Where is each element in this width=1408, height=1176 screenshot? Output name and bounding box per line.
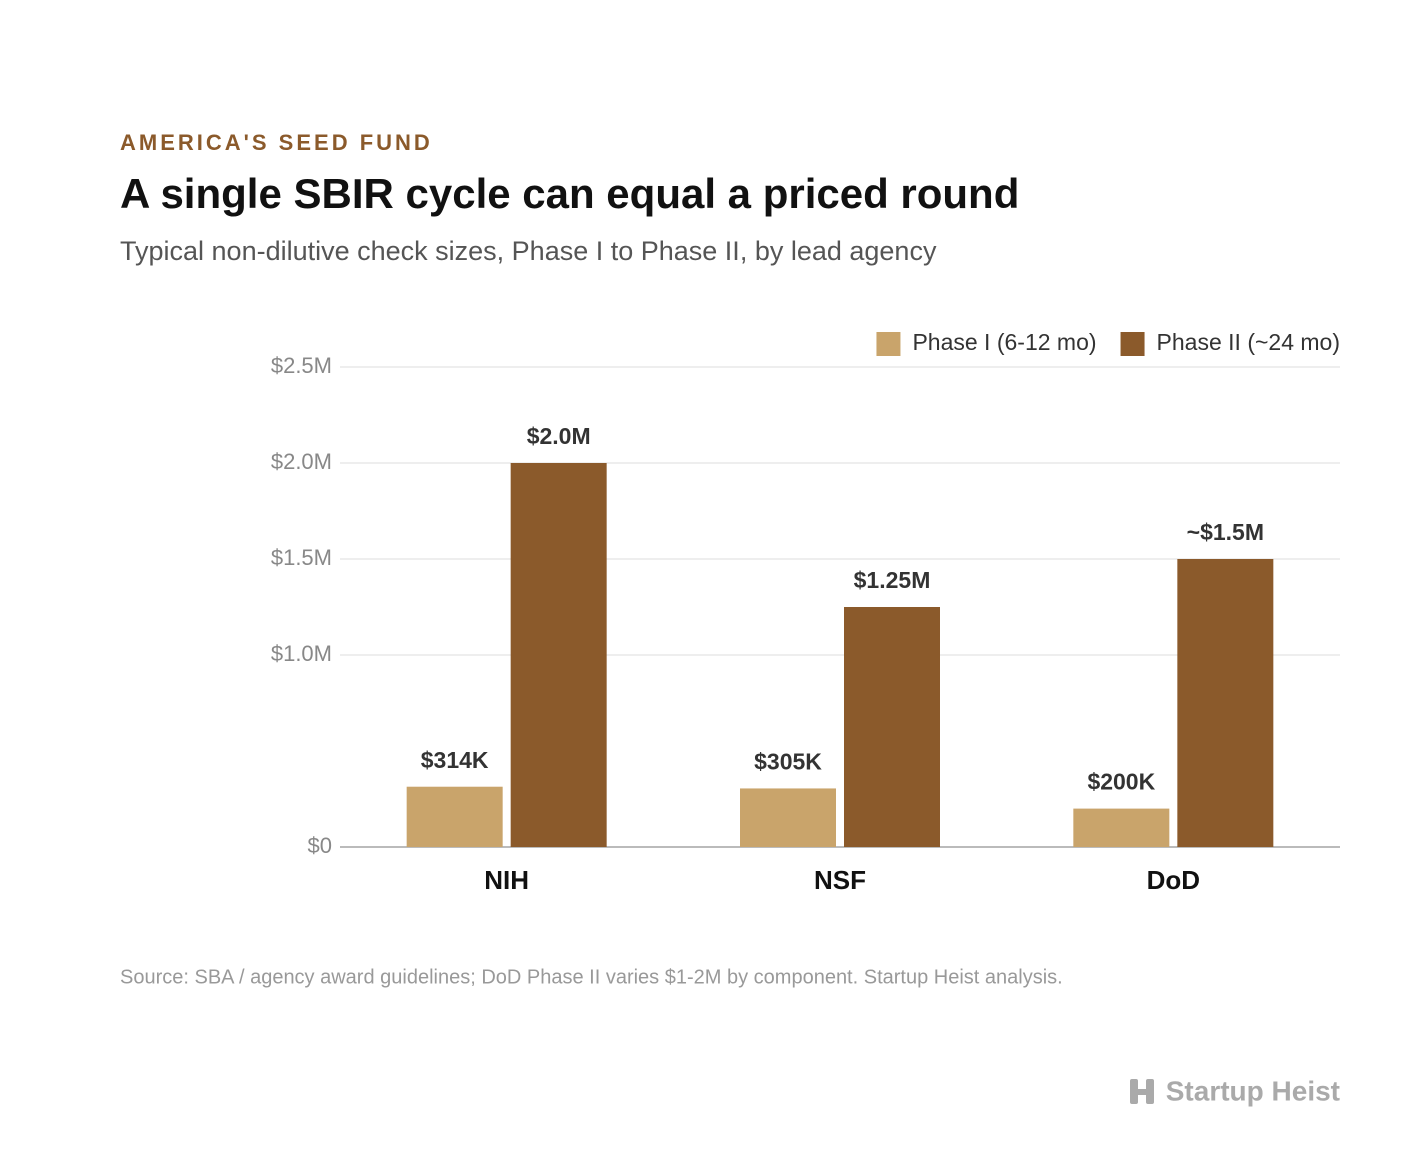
legend-swatch xyxy=(876,332,901,356)
bar xyxy=(1073,808,1170,847)
eyebrow: AMERICA'S SEED FUND xyxy=(120,130,433,155)
value-label: $305K xyxy=(754,749,822,775)
source: Source: SBA / agency award guidelines; D… xyxy=(120,966,1063,988)
chart-title: A single SBIR cycle can equal a priced r… xyxy=(120,170,1019,217)
y-tick-label: $1.5M xyxy=(271,545,332,570)
y-tick-label: $2.0M xyxy=(271,449,332,474)
legend-label: Phase I (6-12 mo) xyxy=(912,329,1096,355)
y-tick-label: $0 xyxy=(308,833,332,858)
legend-swatch xyxy=(1120,332,1145,356)
value-label: $200K xyxy=(1087,769,1155,795)
x-tick-label: NSF xyxy=(814,865,866,895)
x-tick-label: DoD xyxy=(1147,865,1200,895)
brand: Startup Heist xyxy=(1166,1075,1340,1106)
subtitle: Typical non-dilutive check sizes, Phase … xyxy=(120,236,937,266)
value-label: ~$1.5M xyxy=(1187,519,1264,545)
bar xyxy=(1177,559,1274,847)
bar xyxy=(510,463,607,847)
y-tick-label: $1.0M xyxy=(271,641,332,666)
value-label: $2.0M xyxy=(527,423,591,449)
bar xyxy=(740,788,836,847)
brand-logo xyxy=(1130,1079,1154,1104)
legend-label: Phase II (~24 mo) xyxy=(1157,329,1340,355)
bar xyxy=(844,607,940,847)
bar xyxy=(406,786,503,847)
x-tick-label: NIH xyxy=(484,865,529,895)
y-tick-label: $2.5M xyxy=(271,353,332,378)
value-label: $1.25M xyxy=(854,567,931,593)
value-label: $314K xyxy=(421,747,489,773)
